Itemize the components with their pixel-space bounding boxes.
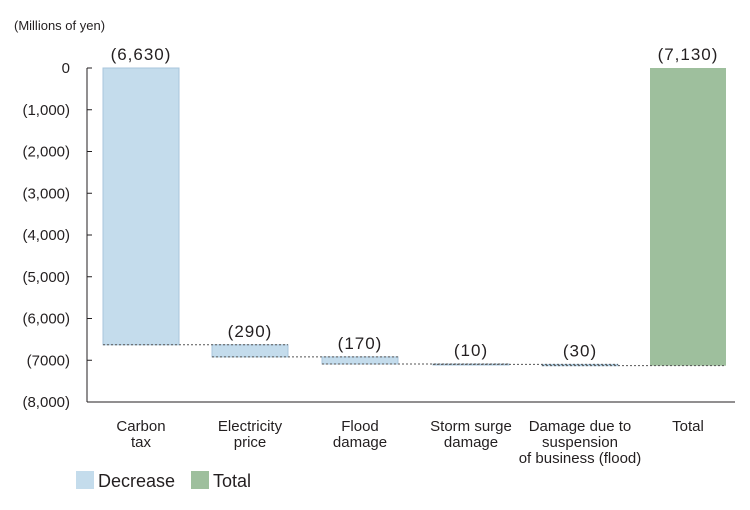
- x-category-label: Flood damage: [333, 418, 387, 451]
- bar-decrease: [321, 356, 399, 365]
- data-label: (7,130): [658, 45, 719, 64]
- legend-swatch: [76, 471, 94, 489]
- data-label: (30): [563, 341, 597, 360]
- x-category-label: Electricity price: [218, 418, 283, 451]
- y-tick-label: (8,000): [22, 394, 70, 411]
- bars: [102, 67, 726, 367]
- x-category-label: Storm surge damage: [430, 418, 512, 451]
- y-tick-label: (7000): [27, 352, 70, 369]
- bar-total: [650, 68, 726, 366]
- legend-label: Total: [213, 471, 251, 491]
- y-tick-label: (4,000): [22, 227, 70, 244]
- y-tick-label: (6,000): [22, 311, 70, 328]
- legend-label: Decrease: [98, 471, 175, 491]
- data-label: (10): [454, 341, 488, 360]
- x-category-label: Total: [672, 418, 704, 435]
- y-tick-label: (2,000): [22, 144, 70, 161]
- y-tick-label: 0: [62, 60, 70, 77]
- y-tick-label: (1,000): [22, 102, 70, 119]
- bar-decrease: [211, 344, 289, 358]
- y-axis: 0 (1,000) (2,000) (3,000) (4,000) (5,000) (6,0…: [22, 60, 92, 411]
- unit-label: (Millions of yen): [14, 18, 105, 33]
- data-label: (290): [228, 322, 273, 341]
- data-label: (6,630): [111, 45, 172, 64]
- bar-decrease: [102, 67, 180, 346]
- y-tick-label: (3,000): [22, 185, 70, 202]
- legend: Decrease Total: [76, 471, 251, 491]
- x-axis: Carbon tax Electricity price Flood damage Stor…: [87, 401, 735, 467]
- x-category-label: Carbon tax: [116, 418, 165, 451]
- y-tick-label: (5,000): [22, 269, 70, 286]
- legend-swatch: [191, 471, 209, 489]
- data-labels: (6,630) (290) (170) (10) (30) (7,130): [111, 45, 719, 360]
- x-category-label: Damage due to suspension of business (floo…: [519, 418, 642, 467]
- data-label: (170): [338, 334, 383, 353]
- connector-lines: [103, 344, 726, 367]
